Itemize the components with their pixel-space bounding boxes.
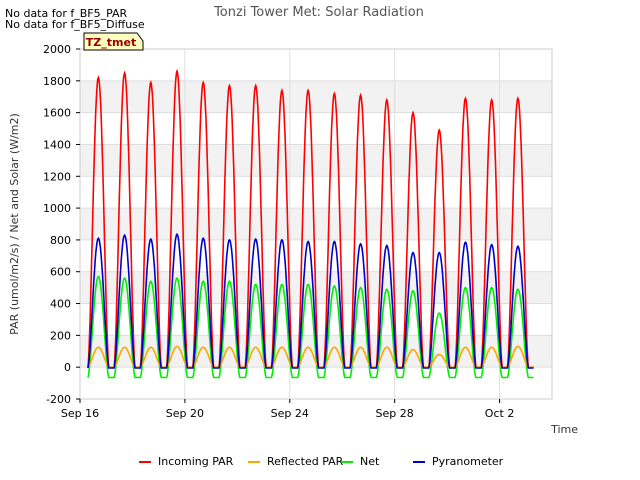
no-data-note-2: No data for f_BF5_Diffuse xyxy=(5,18,145,31)
y-tick-label: 1000 xyxy=(43,202,71,215)
series-line-reflected-par xyxy=(87,345,534,368)
chart-title: Tonzi Tower Met: Solar Radiation xyxy=(213,5,424,20)
series-line-net xyxy=(87,275,534,379)
legend-label: Net xyxy=(360,455,380,468)
site-tag-label: TZ_tmet xyxy=(86,36,136,49)
y-tick-label: 0 xyxy=(64,361,71,374)
plot-band xyxy=(80,112,552,145)
x-tick-label: Oct 2 xyxy=(485,407,515,420)
y-tick-label: 400 xyxy=(50,298,71,311)
y-tick-label: 1200 xyxy=(43,170,71,183)
y-tick-label: 800 xyxy=(50,234,71,247)
x-tick-label: Sep 24 xyxy=(271,407,309,420)
plot-band xyxy=(80,239,552,272)
y-tick-label: 200 xyxy=(50,329,71,342)
series-line-pyranometer xyxy=(87,232,534,369)
y-tick-label: 600 xyxy=(50,266,71,279)
plot-band xyxy=(80,80,552,113)
y-tick-label: -200 xyxy=(46,393,71,406)
series-line-incoming-par xyxy=(87,68,534,368)
x-tick-label: Sep 16 xyxy=(61,407,99,420)
legend-item: Reflected PAR xyxy=(248,455,344,468)
legend-item: Incoming PAR xyxy=(139,455,234,468)
legend-label: Incoming PAR xyxy=(158,455,234,468)
y-axis-label: PAR (umol/m2/s) / Net and Solar (W/m2) xyxy=(8,113,21,335)
y-tick-label: 1400 xyxy=(43,138,71,151)
plot-band xyxy=(80,49,552,81)
legend-item: Pyranometer xyxy=(413,455,504,468)
plot-band xyxy=(80,208,552,240)
no-data-note-1: No data for f_BF5_PAR xyxy=(5,7,128,20)
plot-band xyxy=(80,144,552,177)
legend-label: Pyranometer xyxy=(432,455,504,468)
x-axis-ticks: Sep 16 Sep 20 Sep 24 Sep 28 Oct 2 xyxy=(61,399,514,420)
x-tick-label: Sep 28 xyxy=(376,407,414,420)
legend: Incoming PAR Reflected PAR Net Pyranometer xyxy=(139,455,504,468)
x-tick-label: Sep 20 xyxy=(166,407,204,420)
legend-item: Net xyxy=(341,455,380,468)
y-axis-ticks: -200 0 200 400 600 800 1000 1200 1400 1600 1800 200… xyxy=(43,43,80,406)
plot-band xyxy=(80,176,552,209)
legend-label: Reflected PAR xyxy=(267,455,344,468)
site-tag: TZ_tmet xyxy=(83,32,144,51)
x-axis-label: Time xyxy=(550,423,578,436)
y-tick-label: 1800 xyxy=(43,75,71,88)
y-tick-label: 2000 xyxy=(43,43,71,56)
y-tick-label: 1600 xyxy=(43,107,71,120)
plot-frame xyxy=(79,48,553,400)
series-layer xyxy=(87,68,534,379)
plot-band xyxy=(80,367,552,399)
